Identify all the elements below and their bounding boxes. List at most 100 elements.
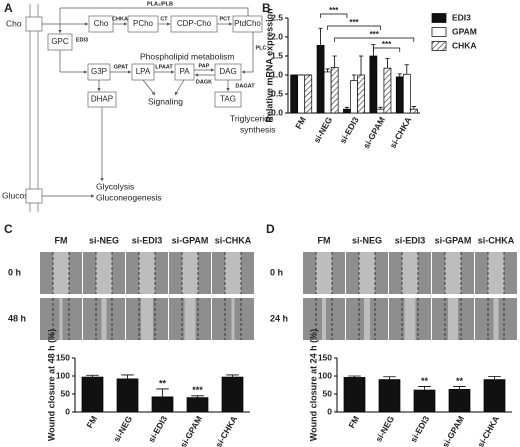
significance-label: ** [456, 376, 464, 386]
enzyme-label: EDI3 [76, 37, 88, 43]
y-tick-label: 100 [56, 370, 70, 380]
wound-gap [59, 298, 63, 340]
transporter [25, 16, 43, 32]
legend-swatch [431, 27, 447, 37]
wound-gap [96, 252, 112, 294]
node-label: Glucose [2, 190, 33, 200]
enzyme-label: PLC [256, 45, 267, 51]
y-tick-label: 1.5 [271, 50, 283, 60]
x-tick-label: si-NEG [311, 115, 334, 145]
error-bar [378, 106, 383, 110]
node-label: Cho [6, 18, 22, 28]
row-label: 48 h [8, 313, 26, 323]
x-tick-label: FM [84, 414, 99, 430]
error-bar [453, 386, 466, 390]
y-tick-label: 2.5 [271, 12, 283, 22]
y-tick-label: 50 [323, 388, 333, 398]
wound-gap [231, 298, 235, 340]
enzyme-label: DAGAT [235, 83, 255, 89]
bar [483, 379, 506, 413]
x-tick-label: si-CHKA [388, 115, 414, 150]
arrow [59, 50, 88, 74]
section-label: Triglyceride [230, 113, 274, 123]
enzyme-label: GPAT [114, 64, 129, 70]
error-bar [351, 74, 357, 81]
significance-bracket [334, 37, 415, 42]
node-label: G3P [91, 67, 107, 76]
node [174, 63, 195, 81]
y-tick-label: 0.5 [271, 88, 283, 98]
section-label: Signaling [148, 96, 183, 106]
x-tick-label: si-GPAM [361, 115, 387, 150]
error-bar [411, 106, 416, 110]
wound-gap [402, 252, 418, 294]
legend-label: GPAM [452, 26, 477, 36]
bar [357, 74, 365, 114]
row-label: 24 h [270, 313, 288, 323]
arrow [58, 7, 249, 34]
enzyme-label: CT [160, 16, 168, 22]
significance-bracket [327, 25, 381, 30]
x-tick-label: si-EDI3 [146, 414, 169, 444]
error-bar [325, 68, 330, 72]
error-bar [358, 55, 364, 75]
legend-label: EDI3 [452, 12, 471, 22]
section-label: Phospholipid metabolism [140, 51, 235, 61]
column-label: si-NEG [352, 235, 382, 245]
bar [290, 74, 299, 114]
enzyme-label: PCT [220, 16, 232, 22]
x-tick-label: si-GPAM [178, 414, 204, 447]
column-label: si-EDI3 [132, 235, 163, 245]
node-label: PA [179, 67, 190, 76]
bar [343, 377, 366, 413]
legend-label: CHKA [452, 40, 477, 50]
error-bar [344, 106, 350, 110]
significance-bracket [320, 13, 348, 18]
wound-gap [184, 298, 196, 340]
bar [297, 74, 306, 114]
x-tick-label: FM [346, 414, 361, 430]
x-tick-label: si-NEG [373, 414, 396, 444]
error-bar [318, 27, 323, 46]
y-axis-label: Relative mRNA expression [264, 8, 274, 122]
bar [448, 388, 471, 413]
wound-gap [493, 298, 499, 340]
bar [413, 389, 436, 413]
error-bar [397, 73, 402, 77]
x-tick-label: si-CHKA [475, 414, 501, 447]
wound-gap [364, 298, 370, 340]
bar [186, 397, 209, 413]
arrow [174, 79, 185, 96]
bar [395, 76, 404, 114]
bar [378, 379, 401, 413]
node-label: Cho [94, 19, 109, 28]
wound-gap [141, 298, 153, 340]
error-bar [383, 376, 396, 380]
bar [350, 80, 358, 114]
panel-label: C [4, 222, 13, 236]
wound-gap [316, 252, 332, 294]
significance-label: ** [159, 378, 167, 388]
x-tick-label: si-CHKA [213, 414, 239, 447]
bar [330, 67, 339, 114]
wound-gap [448, 298, 458, 340]
wound-gap [445, 252, 461, 294]
error-bar [488, 375, 501, 380]
significance-label: *** [329, 6, 339, 15]
wound-gap [359, 252, 375, 294]
x-tick-label: si-EDI3 [338, 115, 361, 145]
bar [343, 108, 351, 114]
section-label: Gluconeogenesis [96, 192, 162, 202]
error-bar [226, 374, 239, 378]
bar [151, 396, 174, 413]
y-tick-label: 0 [65, 406, 70, 416]
enzyme-label: PAP [199, 63, 210, 69]
node-label: DHAP [91, 95, 113, 104]
bar [369, 55, 378, 114]
y-axis-label: Wound closure at 24 h (%) [308, 329, 318, 441]
wound-gap [488, 252, 504, 294]
bar [323, 71, 332, 114]
wound-gap [139, 252, 155, 294]
column-label: FM [318, 235, 331, 245]
bar [81, 376, 104, 413]
